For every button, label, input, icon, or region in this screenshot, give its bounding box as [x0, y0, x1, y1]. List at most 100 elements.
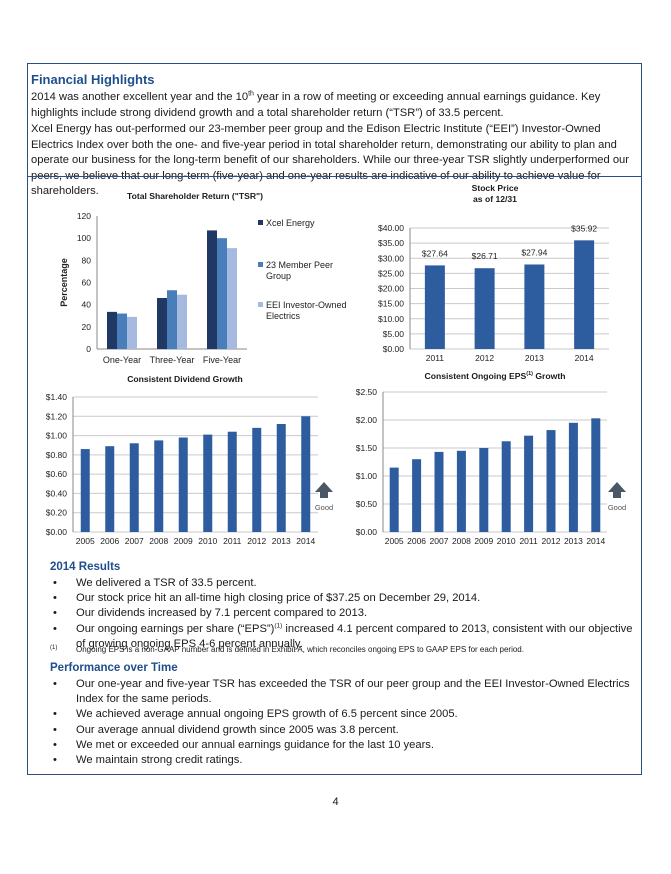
- performance-item: We achieved average annual ongoing EPS g…: [50, 707, 642, 722]
- eps-category-label: 2006: [407, 536, 426, 546]
- section-divider: [28, 176, 641, 177]
- dividend-chart-title: Consistent Dividend Growth: [127, 374, 243, 384]
- dividend-bar: [154, 440, 164, 532]
- tsr-legend-swatch: [258, 220, 263, 225]
- performance-item: We maintain strong credit ratings.: [50, 753, 642, 768]
- stock-bar: [524, 264, 545, 349]
- performance-item: Our average annual dividend growth since…: [50, 723, 642, 738]
- performance-item: Our one-year and five-year TSR has excee…: [50, 677, 642, 707]
- eps-bar: [479, 448, 489, 532]
- eps-arrow-up-icon: [608, 482, 626, 498]
- stock-bar: [474, 268, 495, 349]
- intro-p1-b: year in a row of meeting or exceeding an…: [31, 91, 601, 119]
- eps-category-label: 2010: [497, 536, 516, 546]
- eps-category-label: 2012: [542, 536, 561, 546]
- results-list: We delivered a TSR of 33.5 percent. Our …: [50, 576, 642, 652]
- eps-title-text: Consistent Ongoing EPS: [424, 370, 527, 381]
- tsr-chart-title: Total Shareholder Return ("TSR"): [127, 191, 263, 201]
- dividend-tick-label: $0.60: [46, 469, 68, 479]
- dividend-category-label: 2006: [100, 536, 119, 546]
- tsr-bar: [127, 316, 137, 349]
- eps-category-label: 2007: [430, 536, 449, 546]
- tsr-bar: [177, 294, 187, 349]
- eps-bar: [546, 430, 556, 532]
- eps-category-label: 2011: [519, 536, 538, 546]
- footnote-text: Ongoing EPS is a non-GAAP number and is …: [76, 645, 524, 654]
- page-number: 4: [332, 796, 339, 808]
- performance-item: We met or exceeded our annual earnings g…: [50, 738, 642, 753]
- stock-tick-label: $35.00: [378, 238, 404, 248]
- stock-data-label: $35.92: [571, 223, 597, 233]
- dividend-bar: [301, 416, 311, 532]
- stock-tick-label: $30.00: [378, 253, 404, 263]
- dividend-bar: [203, 434, 213, 532]
- dividend-category-label: 2009: [174, 536, 193, 546]
- dividend-bar: [252, 427, 262, 532]
- tsr-tick-label: 60: [82, 278, 92, 288]
- stock-tick-label: $15.00: [378, 299, 404, 309]
- stock-tick-label: $0.00: [383, 344, 405, 354]
- eps-category-label: 2009: [474, 536, 493, 546]
- results-b4-b: increased 4.1 percent compared to 2013, …: [76, 622, 633, 650]
- dividend-category-label: 2013: [272, 536, 291, 546]
- stock-chart-title: Stock Price as of 12/31: [400, 183, 590, 205]
- stock-data-label: $26.71: [472, 251, 498, 261]
- results-item: Our stock price hit an all-time high clo…: [50, 591, 642, 606]
- dividend-category-label: 2011: [223, 536, 242, 546]
- dividend-tick-label: $0.00: [46, 527, 68, 537]
- tsr-bar: [227, 248, 237, 349]
- stock-tick-label: $5.00: [383, 329, 405, 339]
- eps-bar: [456, 450, 466, 532]
- eps-tick-label: $1.50: [356, 443, 378, 453]
- eps-good-label: Good: [608, 503, 626, 512]
- intro-paragraph-2: Xcel Energy has out-performed our 23-mem…: [31, 123, 630, 198]
- stock-category-label: 2014: [575, 353, 594, 363]
- tsr-legend-label: 23 Member Peer: [266, 260, 333, 270]
- eps-bar: [568, 422, 578, 532]
- stock-bar: [424, 265, 445, 349]
- tsr-legend-label: Electrics: [266, 311, 301, 321]
- eps-category-label: 2014: [586, 536, 605, 546]
- stock-bar: [574, 240, 595, 349]
- eps-bar: [434, 451, 444, 532]
- eps-bar: [389, 467, 399, 532]
- tsr-bar: [217, 238, 227, 349]
- dividend-tick-label: $0.20: [46, 508, 68, 518]
- tsr-bar: [167, 290, 177, 349]
- dividend-bar: [276, 424, 286, 532]
- eps-category-label: 2005: [385, 536, 404, 546]
- results-item: Our ongoing earnings per share (“EPS”)(1…: [50, 622, 642, 652]
- eps-category-label: 2008: [452, 536, 471, 546]
- dividend-tick-label: $1.00: [46, 431, 68, 441]
- performance-list: Our one-year and five-year TSR has excee…: [50, 677, 642, 768]
- performance-title: Performance over Time: [50, 662, 178, 674]
- stock-chart-subtitle: as of 12/31: [473, 194, 517, 204]
- stock-data-label: $27.94: [521, 247, 547, 257]
- footnote: (1) Ongoing EPS is a non-GAAP number and …: [50, 645, 642, 654]
- section-heading: Financial Highlights: [31, 72, 155, 87]
- dividend-bar: [105, 446, 115, 532]
- eps-tick-label: $0.00: [356, 527, 378, 537]
- eps-title-suffix: Growth: [532, 370, 566, 381]
- stock-tick-label: $25.00: [378, 268, 404, 278]
- footnote-mark: (1): [50, 645, 58, 651]
- tsr-category-label: Three-Year: [150, 355, 195, 365]
- eps-tick-label: $2.00: [356, 415, 378, 425]
- charts-area: 0 20 40 60 80 100 120 One-Year Three-Year Five-Ye…: [46, 211, 626, 546]
- eps-tick-label: $2.50: [356, 387, 378, 397]
- tsr-tick-label: 120: [77, 211, 91, 221]
- tsr-legend-label: EEI Investor-Owned: [266, 300, 347, 310]
- tsr-tick-label: 100: [77, 233, 91, 243]
- results-item: Our dividends increased by 7.1 percent c…: [50, 606, 642, 621]
- tsr-bar: [107, 311, 117, 349]
- dividend-bar: [178, 437, 188, 532]
- dividend-tick-label: $0.40: [46, 488, 68, 498]
- tsr-category-label: One-Year: [103, 355, 141, 365]
- stock-tick-label: $10.00: [378, 314, 404, 324]
- stock-category-label: 2013: [525, 353, 544, 363]
- highlights-frame: [27, 63, 642, 775]
- stock-tick-label: $20.00: [378, 284, 404, 294]
- stock-tick-label: $40.00: [378, 223, 404, 233]
- results-b4-sup: (1): [274, 621, 283, 629]
- tsr-bar: [207, 230, 217, 349]
